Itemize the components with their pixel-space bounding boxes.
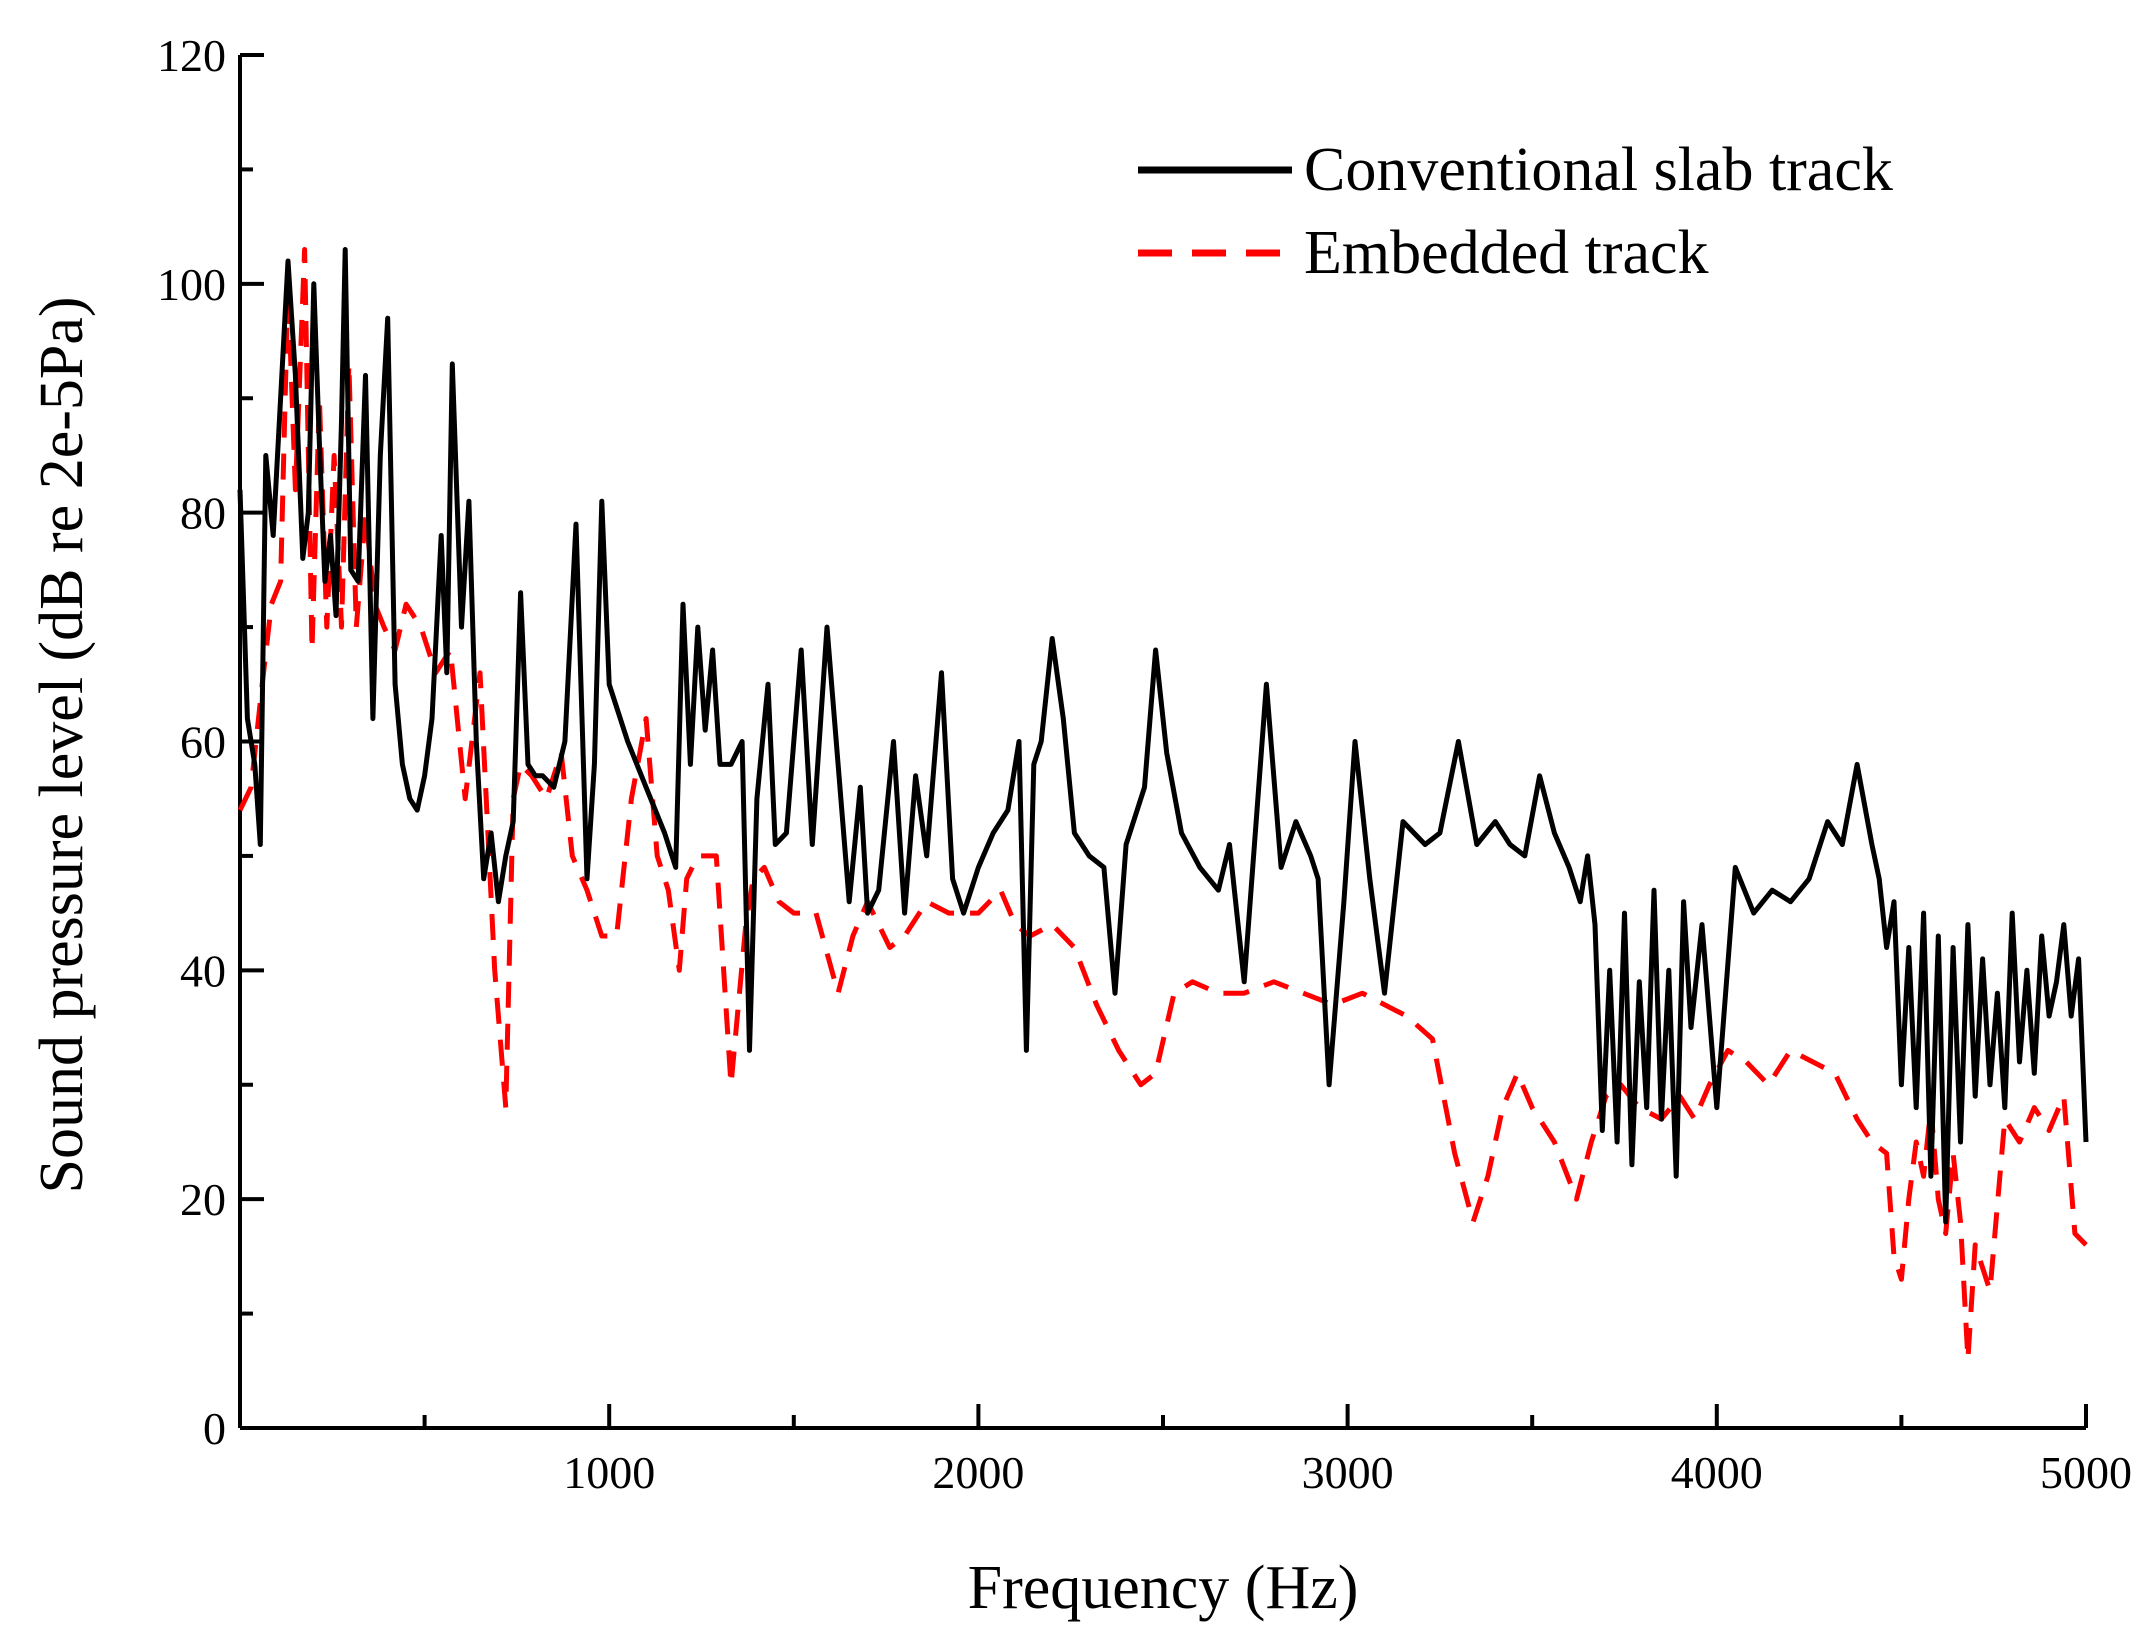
legend-label-conventional: Conventional slab track [1304,136,1893,204]
y-tick-label: 40 [180,945,226,996]
y-tick-label: 0 [203,1403,226,1454]
y-axis-title: Sound pressure level (dB re 2e-5Pa) [28,296,96,1193]
x-tick-label: 1000 [563,1447,655,1498]
x-tick-label: 2000 [932,1447,1024,1498]
y-tick-label: 20 [180,1174,226,1225]
x-tick-label: 5000 [2040,1447,2132,1498]
axes: 0 20 40 60 80 100 120 1000 2000 3000 4000 5000 [157,30,2132,1498]
y-tick-label: 60 [180,717,226,768]
series-line-embedded-track [237,247,2088,1362]
series-layer [237,247,2089,1362]
y-tick-label: 120 [157,30,226,81]
x-tick-label: 3000 [1302,1447,1394,1498]
x-axis-title: Frequency (Hz) [968,1554,1359,1622]
y-tick-label: 80 [180,488,226,539]
legend: Conventional slab track Embedded track [1138,136,1893,287]
y-tick-label: 100 [157,259,226,310]
series-line-conventional-slab-track [237,247,2089,1225]
x-tick-label: 4000 [1671,1447,1763,1498]
legend-label-embedded: Embedded track [1304,219,1709,287]
